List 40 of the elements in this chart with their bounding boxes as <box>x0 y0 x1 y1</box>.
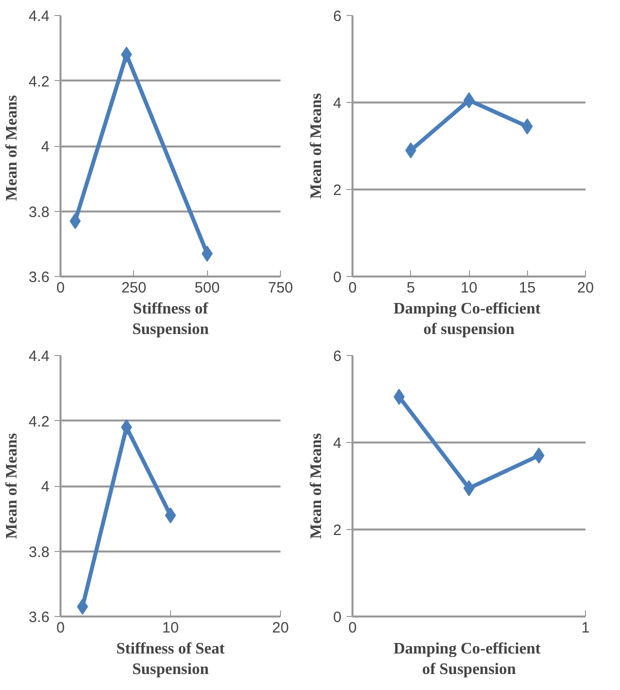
y-tick-label: 4 <box>333 435 342 452</box>
x-tick-label: 10 <box>460 280 478 296</box>
y-tick-label: 4.2 <box>28 73 50 90</box>
y-tick-label: 3.8 <box>28 544 50 561</box>
y-tick-label: 3.6 <box>28 269 50 286</box>
x-tick-label: 750 <box>268 280 294 296</box>
x-tick-label: 0 <box>56 280 65 296</box>
x-tick-label: 10 <box>162 620 179 636</box>
y-tick-label: 4 <box>41 478 50 496</box>
y-tick-label: 0 <box>333 269 342 286</box>
y-axis-title: Mean of Means <box>4 433 21 539</box>
y-tick-label: 4 <box>333 95 342 112</box>
y-tick-label: 3.8 <box>28 204 50 221</box>
y-tick-label: 4 <box>41 138 50 156</box>
x-tick-label: 15 <box>518 280 536 296</box>
x-tick-label: 20 <box>577 280 594 296</box>
x-tick-label: 0 <box>56 620 65 636</box>
y-tick-label: 4.4 <box>28 348 50 365</box>
x-axis-title: Damping Co-efficient of suspension <box>393 300 542 338</box>
y-tick-label: 6 <box>333 348 342 365</box>
x-axis-title: Stiffness of Seat Suspension <box>116 640 226 678</box>
x-tick-label: 5 <box>406 280 415 296</box>
x-tick-label: 1 <box>581 620 590 636</box>
x-tick-label: 500 <box>194 280 220 296</box>
y-tick-label: 2 <box>333 522 342 539</box>
y-tick-label: 4.2 <box>28 413 50 430</box>
y-axis-title: Mean of Means <box>308 93 326 199</box>
x-tick-label: 0 <box>348 620 357 636</box>
y-axis-title: Mean of Means <box>4 95 21 201</box>
x-tick-label: 0 <box>348 280 357 296</box>
x-axis-title: Damping Co-efficient of Suspension <box>393 640 542 678</box>
x-axis-title: Stiffness of Suspension <box>132 300 209 338</box>
y-tick-label: 3.6 <box>28 609 50 626</box>
y-axis-title: Mean of Means <box>308 433 326 539</box>
y-tick-label: 6 <box>333 8 342 25</box>
x-tick-label: 20 <box>272 620 289 636</box>
y-tick-label: 2 <box>333 182 342 199</box>
x-tick-label: 250 <box>121 280 146 296</box>
y-tick-label: 4.4 <box>28 8 50 25</box>
y-tick-label: 0 <box>333 609 342 626</box>
